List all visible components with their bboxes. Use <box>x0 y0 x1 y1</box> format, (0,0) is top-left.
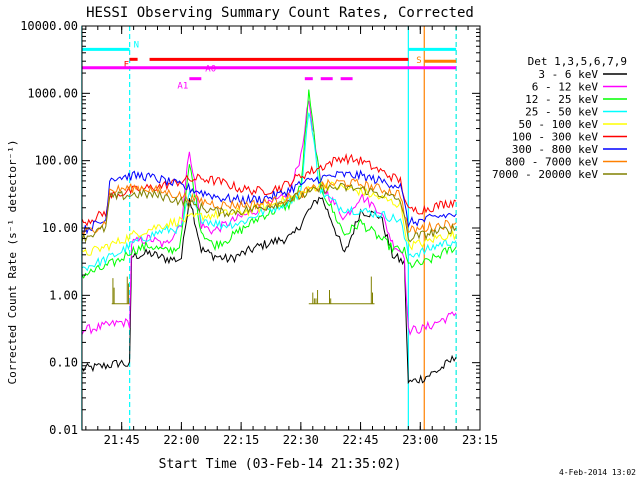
y-tick-label-1: 0.10 <box>49 356 78 370</box>
flag-label-n: N <box>134 40 139 50</box>
y-tick-label-3: 10.00 <box>42 221 78 235</box>
legend-label-7: 800 - 7000 keV <box>505 156 598 169</box>
flag-label-a1: A1 <box>177 82 188 92</box>
legend-label-3: 25 - 50 keV <box>525 106 598 119</box>
x-tick-label-1: 22:00 <box>163 433 199 447</box>
x-axis-label: Start Time (03-Feb-14 21:35:02) <box>159 457 402 472</box>
plot-area: NF S A0 A1 <box>81 26 457 430</box>
y-tick-label-4: 100.00 <box>35 154 78 168</box>
legend-label-1: 6 - 12 keV <box>532 81 599 94</box>
y-axis-label: Corrected Count Rate (s⁻¹ detector⁻¹) <box>6 139 19 384</box>
x-tick-label-2: 22:15 <box>223 433 259 447</box>
series-line-7 <box>81 178 457 237</box>
series-line-8 <box>81 182 457 244</box>
legend-label-8: 7000 - 20000 keV <box>492 168 598 181</box>
axes: 0.01 0.10 1.00 10.00 100.00 1000.00 10000.00 21… <box>20 19 498 447</box>
legend-label-2: 12 - 25 keV <box>525 93 598 106</box>
x-tick-label-0: 21:45 <box>104 433 140 447</box>
x-tick-label-3: 22:30 <box>283 433 319 447</box>
y-tick-label-6: 10000.00 <box>20 19 78 33</box>
y-tick-label-2: 1.00 <box>49 288 78 302</box>
legend-label-6: 300 - 800 keV <box>512 143 598 156</box>
legend-label-5: 100 - 300 keV <box>512 131 598 144</box>
flag-label-a0: A0 <box>205 65 216 75</box>
flag-label-s: S <box>416 56 421 66</box>
legend-title: Det 1,3,5,6,7,9 <box>528 55 627 68</box>
x-tick-label-6: 23:15 <box>462 433 498 447</box>
legend-label-0: 3 - 6 keV <box>538 68 598 81</box>
series-line-0 <box>81 196 457 385</box>
y-tick-label-0: 0.01 <box>49 423 78 437</box>
x-tick-label-5: 23:00 <box>402 433 438 447</box>
legend-label-4: 50 - 100 keV <box>519 118 599 131</box>
chart-title: HESSI Observing Summary Count Rates, Cor… <box>86 5 474 21</box>
series-line-3 <box>81 112 457 272</box>
timestamp: 4-Feb-2014 13:02 <box>559 468 636 477</box>
flag-label-f: F <box>124 60 129 70</box>
series-line-6 <box>81 169 457 236</box>
y-tick-label-5: 1000.00 <box>27 86 78 100</box>
x-tick-label-4: 22:45 <box>342 433 378 447</box>
